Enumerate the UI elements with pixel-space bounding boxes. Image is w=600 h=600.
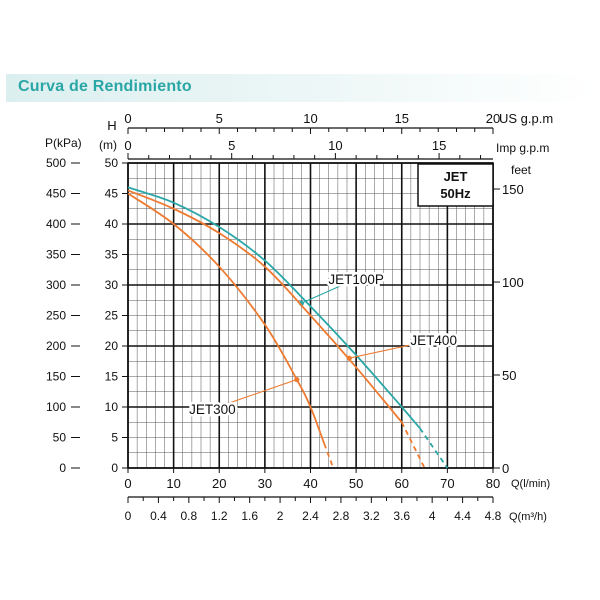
q-axis-tick-label: 60: [395, 476, 409, 491]
q-axis-tick-label: 80: [486, 476, 500, 491]
m3h-tick-label: 4.8: [485, 509, 502, 523]
feet-axis-tick-label: 100: [502, 275, 524, 290]
p-axis-tick-label: 0: [59, 461, 66, 475]
h-axis-tick-label: 15: [105, 370, 119, 384]
p-axis-tick-label: 450: [46, 187, 66, 201]
curve-jet400: [127, 189, 403, 423]
h-axis-unit: (m): [99, 138, 117, 152]
m3h-tick-label: 0.4: [150, 509, 167, 523]
usgpm-tick-label: 10: [303, 111, 317, 126]
h-axis-label: H: [107, 118, 116, 133]
label-jet400: JET400: [410, 333, 457, 348]
feet-axis-label: feet: [511, 163, 532, 177]
usgpm-tick-label: 5: [216, 111, 223, 126]
h-axis-tick-label: 10: [105, 400, 119, 414]
chart-labels: JET 50Hz JET100P JET400 JET300: [187, 163, 494, 419]
h-axis-tick-label: 45: [105, 187, 119, 201]
curve-jet300-dashed: [323, 443, 335, 469]
usgpm-tick-label: 15: [395, 111, 409, 126]
q-axis-tick-label: 50: [349, 476, 363, 491]
q-axis-label: Q(l/min): [511, 478, 550, 490]
p-axis-tick-label: 200: [46, 339, 66, 353]
impgpm-axis-label: Imp g.p.m: [496, 141, 549, 155]
chart-axes: 05101520253035404550H(m)0501001502002503…: [45, 111, 553, 523]
m3h-tick-label: 3.2: [363, 509, 380, 523]
curve-jet100p-dashed: [419, 427, 449, 469]
m3h-tick-label: 0.8: [180, 509, 197, 523]
chart-series: [127, 186, 449, 469]
q-axis-tick-label: 30: [258, 476, 272, 491]
curve-jet400-dashed: [400, 421, 426, 469]
m3h-tick-label: 4: [429, 509, 436, 523]
h-axis-tick-label: 0: [111, 461, 118, 475]
h-axis-tick-label: 25: [105, 309, 119, 323]
p-axis-tick-label: 100: [46, 400, 66, 414]
h-axis-tick-label: 35: [105, 248, 119, 262]
h-axis-tick-label: 20: [105, 339, 119, 353]
impgpm-tick-label: 5: [228, 138, 235, 153]
p-axis-tick-label: 300: [46, 278, 66, 292]
leader-jet100p: [301, 278, 357, 304]
q-axis-tick-label: 70: [440, 476, 454, 491]
model-box: [417, 163, 494, 207]
p-axis-tick-label: 350: [46, 248, 66, 262]
label-jet300: JET300: [189, 402, 236, 417]
usgpm-axis-label: US g.p.m: [499, 111, 553, 126]
feet-axis-tick-label: 0: [502, 461, 509, 476]
h-axis-tick-label: 40: [105, 217, 119, 231]
m3h-tick-label: 2.8: [333, 509, 350, 523]
h-axis-tick-label: 50: [105, 156, 119, 170]
q-axis-tick-label: 10: [166, 476, 180, 491]
p-axis-tick-label: 400: [46, 217, 66, 231]
header-band: Curva de Rendimiento: [6, 74, 595, 102]
curve-jet300: [127, 192, 326, 444]
curve-jet100p: [127, 186, 421, 429]
page-title: Curva de Rendimiento: [18, 78, 192, 95]
m3h-tick-label: 1.2: [211, 509, 228, 523]
m3h-axis-label: Q(m³/h): [509, 511, 547, 523]
p-axis-label: P(kPa): [45, 136, 82, 150]
h-axis-tick-label: 30: [105, 278, 119, 292]
model-name: JET: [444, 169, 468, 184]
p-axis-tick-label: 50: [53, 431, 67, 445]
q-axis-tick-label: 40: [303, 476, 317, 491]
feet-axis-tick-label: 150: [502, 182, 524, 197]
q-axis-tick-label: 0: [124, 476, 131, 491]
model-frequency: 50Hz: [440, 186, 471, 201]
m3h-tick-label: 0: [125, 509, 132, 523]
h-axis-tick-label: 5: [111, 431, 118, 445]
p-axis-tick-label: 150: [46, 370, 66, 384]
feet-axis-tick-label: 50: [502, 368, 516, 383]
impgpm-tick-label: 15: [432, 138, 446, 153]
m3h-tick-label: 3.6: [393, 509, 410, 523]
impgpm-tick-label: 10: [328, 138, 342, 153]
m3h-tick-label: 2.4: [302, 509, 319, 523]
leader-jet300: [212, 379, 297, 410]
m3h-tick-label: 4.4: [454, 509, 471, 523]
usgpm-tick-label: 0: [124, 111, 131, 126]
q-axis-tick-label: 20: [212, 476, 226, 491]
impgpm-tick-label: 0: [124, 138, 131, 153]
p-axis-tick-label: 250: [46, 309, 66, 323]
label-jet100p: JET100P: [328, 272, 384, 287]
p-axis-tick-label: 500: [46, 156, 66, 170]
m3h-tick-label: 2: [277, 509, 284, 523]
usgpm-tick-label: 20: [486, 111, 500, 126]
m3h-tick-label: 1.6: [241, 509, 258, 523]
leader-jet400: [349, 339, 434, 359]
